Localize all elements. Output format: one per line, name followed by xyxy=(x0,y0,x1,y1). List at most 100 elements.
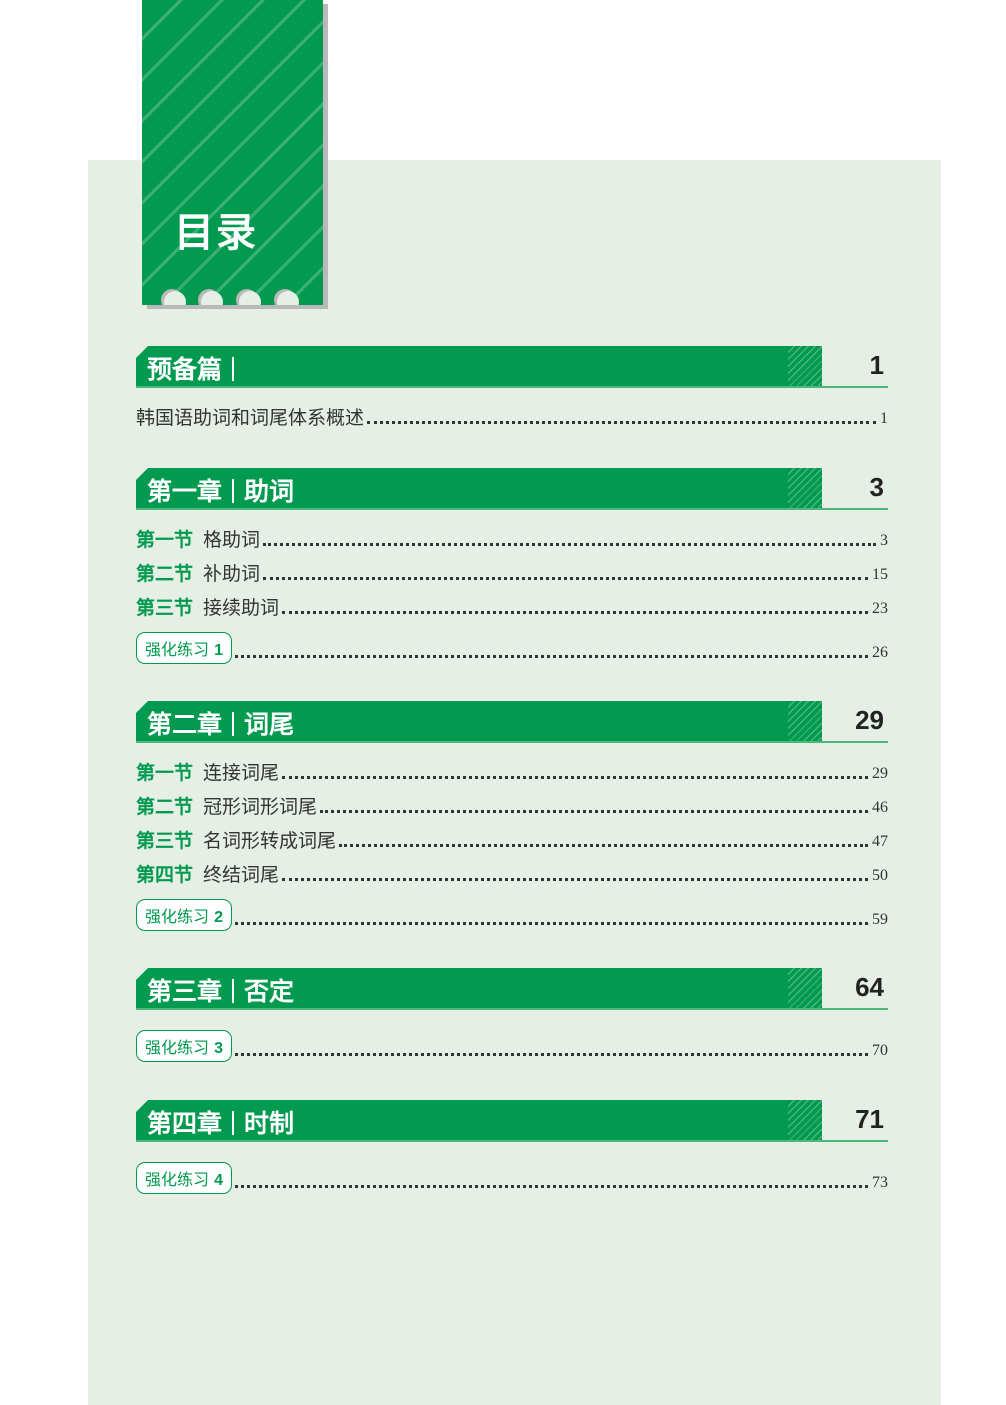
entry-title: 名词形转成词尾 xyxy=(203,830,337,852)
chapter-title: 第二章 xyxy=(147,710,223,739)
toc-section: 第四章 时制 71 强化练习 4 73 xyxy=(136,1100,888,1194)
leader-dots xyxy=(282,611,868,614)
leader-dots xyxy=(367,421,876,424)
entry-page: 3 xyxy=(880,532,888,549)
practice-entry[interactable]: 强化练习 4 73 xyxy=(136,1150,888,1194)
leader-dots xyxy=(235,655,868,658)
toc-section: 第二章 词尾 29 第一节 连接词尾 29 第二节 冠形词形词尾 46 第三节 名… xyxy=(136,701,888,931)
entry-page: 29 xyxy=(872,765,888,782)
chapter-title: 第一章 xyxy=(147,477,223,506)
entry-page: 73 xyxy=(872,1174,888,1191)
section-number: 第三节 xyxy=(136,830,194,852)
section-number: 第一节 xyxy=(136,529,194,551)
notch xyxy=(164,291,186,305)
hatch-pattern xyxy=(788,1100,822,1142)
hatch-pattern xyxy=(788,346,822,388)
leader-dots xyxy=(235,922,868,925)
separator xyxy=(232,479,235,503)
chapter-header[interactable]: 预备篇 1 xyxy=(136,346,888,388)
chapter-subtitle: 否定 xyxy=(244,977,295,1006)
leader-dots xyxy=(235,1053,868,1056)
chapter-subtitle: 词尾 xyxy=(244,710,295,739)
entry-title: 连接词尾 xyxy=(203,762,280,784)
toc-entry[interactable]: 第三节 接续助词 23 xyxy=(136,586,888,620)
page-title: 目录 xyxy=(174,210,258,256)
entry-title: 终结词尾 xyxy=(203,864,280,886)
leader-dots xyxy=(235,1185,868,1188)
chapter-page: 1 xyxy=(869,350,884,380)
chapter-bar xyxy=(136,1100,822,1142)
separator xyxy=(232,712,235,736)
divider xyxy=(136,1008,888,1010)
separator xyxy=(232,979,235,1003)
chapter-title: 预备篇 xyxy=(147,355,223,384)
entry-page: 1 xyxy=(880,410,888,427)
entry-page: 46 xyxy=(872,799,888,816)
divider xyxy=(136,1140,888,1142)
chapter-title: 第四章 xyxy=(147,1109,223,1138)
entry-page: 26 xyxy=(872,644,888,661)
toc-entry[interactable]: 第三节 名词形转成词尾 47 xyxy=(136,819,888,853)
toc-entry[interactable]: 第二节 补助词 15 xyxy=(136,552,888,586)
divider xyxy=(136,386,888,388)
entry-page: 50 xyxy=(872,867,888,884)
entry-title: 格助词 xyxy=(203,529,261,551)
notch xyxy=(239,291,261,305)
divider xyxy=(136,741,888,743)
leader-dots xyxy=(339,844,868,847)
entry-title: 韩国语助词和词尾体系概述 xyxy=(136,407,365,429)
chapter-bar xyxy=(136,968,822,1010)
chapter-header[interactable]: 第一章 助词 3 xyxy=(136,468,888,510)
chapter-page: 64 xyxy=(855,972,884,1002)
chapter-bar xyxy=(136,468,822,510)
section-number: 第二节 xyxy=(136,796,194,818)
entry-title: 冠形词形词尾 xyxy=(203,796,318,818)
chapter-header[interactable]: 第二章 词尾 29 xyxy=(136,701,888,743)
toc-entry[interactable]: 韩国语助词和词尾体系概述 1 xyxy=(136,396,888,430)
practice-badge: 强化练习 1 xyxy=(136,632,233,664)
practice-badge: 强化练习 2 xyxy=(136,899,233,931)
chapter-bar xyxy=(136,701,822,743)
entry-page: 15 xyxy=(872,566,888,583)
section-number: 第四节 xyxy=(136,864,194,886)
leader-dots xyxy=(320,810,868,813)
chapter-header[interactable]: 第三章 否定 64 xyxy=(136,968,888,1010)
section-number: 第一节 xyxy=(136,762,194,784)
entry-page: 59 xyxy=(872,911,888,928)
practice-entry[interactable]: 强化练习 1 26 xyxy=(136,620,888,664)
hatch-pattern xyxy=(788,701,822,743)
leader-dots xyxy=(263,543,876,546)
practice-badge: 强化练习 4 xyxy=(136,1162,233,1194)
practice-entry[interactable]: 强化练习 2 59 xyxy=(136,887,888,931)
chapter-bar xyxy=(136,346,822,388)
toc-entry[interactable]: 第一节 格助词 3 xyxy=(136,518,888,552)
toc-entry[interactable]: 第二节 冠形词形词尾 46 xyxy=(136,785,888,819)
toc-entry[interactable]: 第四节 终结词尾 50 xyxy=(136,853,888,887)
entry-page: 70 xyxy=(872,1042,888,1059)
notch xyxy=(201,291,223,305)
hatch-pattern xyxy=(788,968,822,1010)
separator xyxy=(232,357,235,381)
toc-section: 预备篇 1 韩国语助词和词尾体系概述 1 xyxy=(136,346,888,430)
separator xyxy=(232,1111,235,1135)
practice-badge: 强化练习 3 xyxy=(136,1030,233,1062)
leader-dots xyxy=(263,577,868,580)
chapter-title: 第三章 xyxy=(147,977,223,1006)
leader-dots xyxy=(282,776,868,779)
leader-dots xyxy=(282,878,868,881)
toc-entry[interactable]: 第一节 连接词尾 29 xyxy=(136,751,888,785)
entry-page: 47 xyxy=(872,833,888,850)
entry-title: 接续助词 xyxy=(203,597,280,619)
chapter-header[interactable]: 第四章 时制 71 xyxy=(136,1100,888,1142)
entry-page: 23 xyxy=(872,600,888,617)
title-tab: 目录 xyxy=(142,0,323,305)
chapter-page: 29 xyxy=(855,705,884,735)
entry-title: 补助词 xyxy=(203,563,261,585)
toc-section: 第一章 助词 3 第一节 格助词 3 第二节 补助词 15 第三节 接续助词 23… xyxy=(136,468,888,664)
section-number: 第三节 xyxy=(136,597,194,619)
section-number: 第二节 xyxy=(136,563,194,585)
hatch-pattern xyxy=(788,468,822,510)
practice-entry[interactable]: 强化练习 3 70 xyxy=(136,1018,888,1062)
divider xyxy=(136,508,888,510)
toc-section: 第三章 否定 64 强化练习 3 70 xyxy=(136,968,888,1062)
